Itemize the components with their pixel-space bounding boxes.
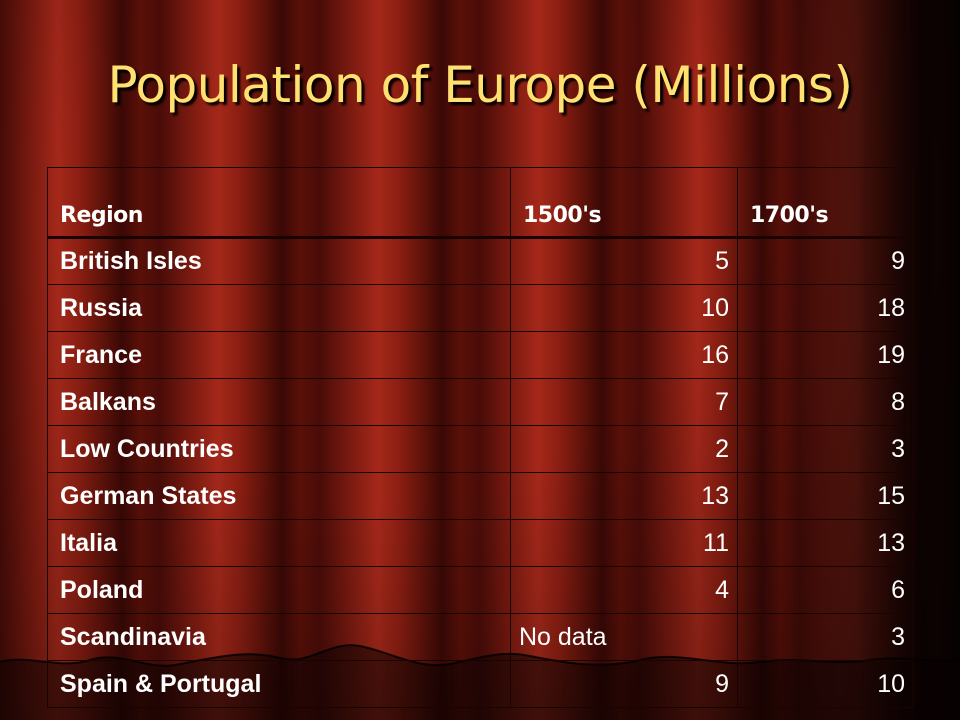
value-1500s-cell: 13 <box>510 472 738 520</box>
table-body: British Isles 5 9 Russia 10 18 France 16 19 Balka… <box>47 237 914 708</box>
column-header-region: Region <box>47 167 511 238</box>
region-cell: Spain & Portugal <box>47 660 511 708</box>
region-cell: German States <box>47 472 511 520</box>
table-row: Low Countries 2 3 <box>47 425 914 473</box>
value-1700s-cell: 6 <box>737 566 914 614</box>
table-row: Russia 10 18 <box>47 284 914 332</box>
value-1700s-cell: 19 <box>737 331 914 379</box>
population-table: Region 1500's 1700's British Isles 5 9 Russ… <box>47 167 914 708</box>
column-header-1700s: 1700's <box>737 167 914 238</box>
region-cell: Low Countries <box>47 425 511 473</box>
region-cell: Russia <box>47 284 511 332</box>
value-1500s-cell: 5 <box>510 237 738 285</box>
table-row: Scandinavia No data 3 <box>47 613 914 661</box>
value-1700s-cell: 13 <box>737 519 914 567</box>
value-1500s-cell: 11 <box>510 519 738 567</box>
value-1700s-cell: 3 <box>737 425 914 473</box>
value-1700s-cell: 8 <box>737 378 914 426</box>
value-1700s-cell: 9 <box>737 237 914 285</box>
value-1500s-cell: 4 <box>510 566 738 614</box>
region-cell: Poland <box>47 566 511 614</box>
value-1500s-cell: No data <box>510 613 738 661</box>
table-row: British Isles 5 9 <box>47 237 914 285</box>
table-row: Balkans 7 8 <box>47 378 914 426</box>
value-1700s-cell: 3 <box>737 613 914 661</box>
value-1500s-cell: 10 <box>510 284 738 332</box>
value-1500s-cell: 2 <box>510 425 738 473</box>
table-header-row: Region 1500's 1700's <box>47 167 914 238</box>
table-row: Spain & Portugal 9 10 <box>47 660 914 708</box>
value-1500s-cell: 16 <box>510 331 738 379</box>
region-cell: Scandinavia <box>47 613 511 661</box>
table-row: German States 13 15 <box>47 472 914 520</box>
table-row: Italia 11 13 <box>47 519 914 567</box>
region-cell: British Isles <box>47 237 511 285</box>
region-cell: France <box>47 331 511 379</box>
table-row: France 16 19 <box>47 331 914 379</box>
value-1500s-cell: 9 <box>510 660 738 708</box>
value-1700s-cell: 15 <box>737 472 914 520</box>
slide-title: Population of Europe (Millions) <box>107 56 853 114</box>
column-header-1500s: 1500's <box>510 167 738 238</box>
value-1700s-cell: 10 <box>737 660 914 708</box>
region-cell: Italia <box>47 519 511 567</box>
table-row: Poland 4 6 <box>47 566 914 614</box>
region-cell: Balkans <box>47 378 511 426</box>
value-1700s-cell: 18 <box>737 284 914 332</box>
value-1500s-cell: 7 <box>510 378 738 426</box>
